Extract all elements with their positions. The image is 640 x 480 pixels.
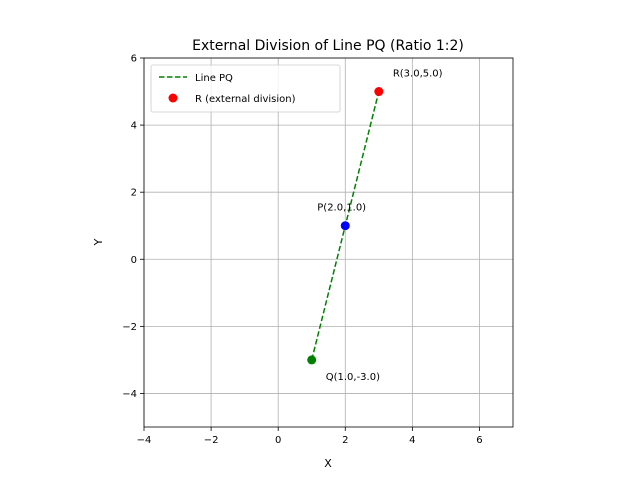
chart-title: External Division of Line PQ (Ratio 1:2) (192, 38, 464, 54)
point-label: R(3.0,5.0) (393, 69, 443, 80)
legend-entry: Line PQ (195, 73, 233, 84)
data-point-r (374, 87, 384, 97)
data-points: P(2.0,1.0) Q(1.0,-3.0) R(3.0,5.0) (307, 69, 443, 383)
point-label: P(2.0,1.0) (317, 203, 366, 214)
x-tick-label: 4 (409, 435, 415, 446)
data-point-p (340, 221, 350, 231)
plot-frame (143, 57, 514, 428)
x-axis-label: X (324, 457, 332, 470)
y-axis-ticks: −4 −2 0 2 4 6 (122, 54, 144, 400)
legend: Line PQ R (external division) (150, 64, 341, 113)
y-tick-label: −4 (122, 389, 137, 400)
y-tick-label: −2 (122, 322, 137, 333)
point-label: Q(1.0,-3.0) (326, 372, 380, 383)
legend-box (150, 64, 341, 113)
legend-swatch-marker (168, 93, 178, 103)
data-point-q (307, 355, 317, 365)
y-tick-label: 4 (131, 121, 137, 132)
x-tick-label: 0 (275, 435, 281, 446)
legend-entry: R (external division) (195, 94, 296, 105)
x-tick-label: −4 (137, 435, 152, 446)
y-tick-label: 0 (131, 255, 137, 266)
x-axis-ticks: −4 −2 0 2 4 6 (137, 427, 483, 446)
x-tick-label: 2 (342, 435, 348, 446)
y-tick-label: 2 (131, 188, 137, 199)
x-tick-label: 6 (476, 435, 482, 446)
x-tick-label: −2 (204, 435, 219, 446)
y-axis-label: Y (92, 238, 105, 246)
y-tick-label: 6 (131, 54, 137, 65)
